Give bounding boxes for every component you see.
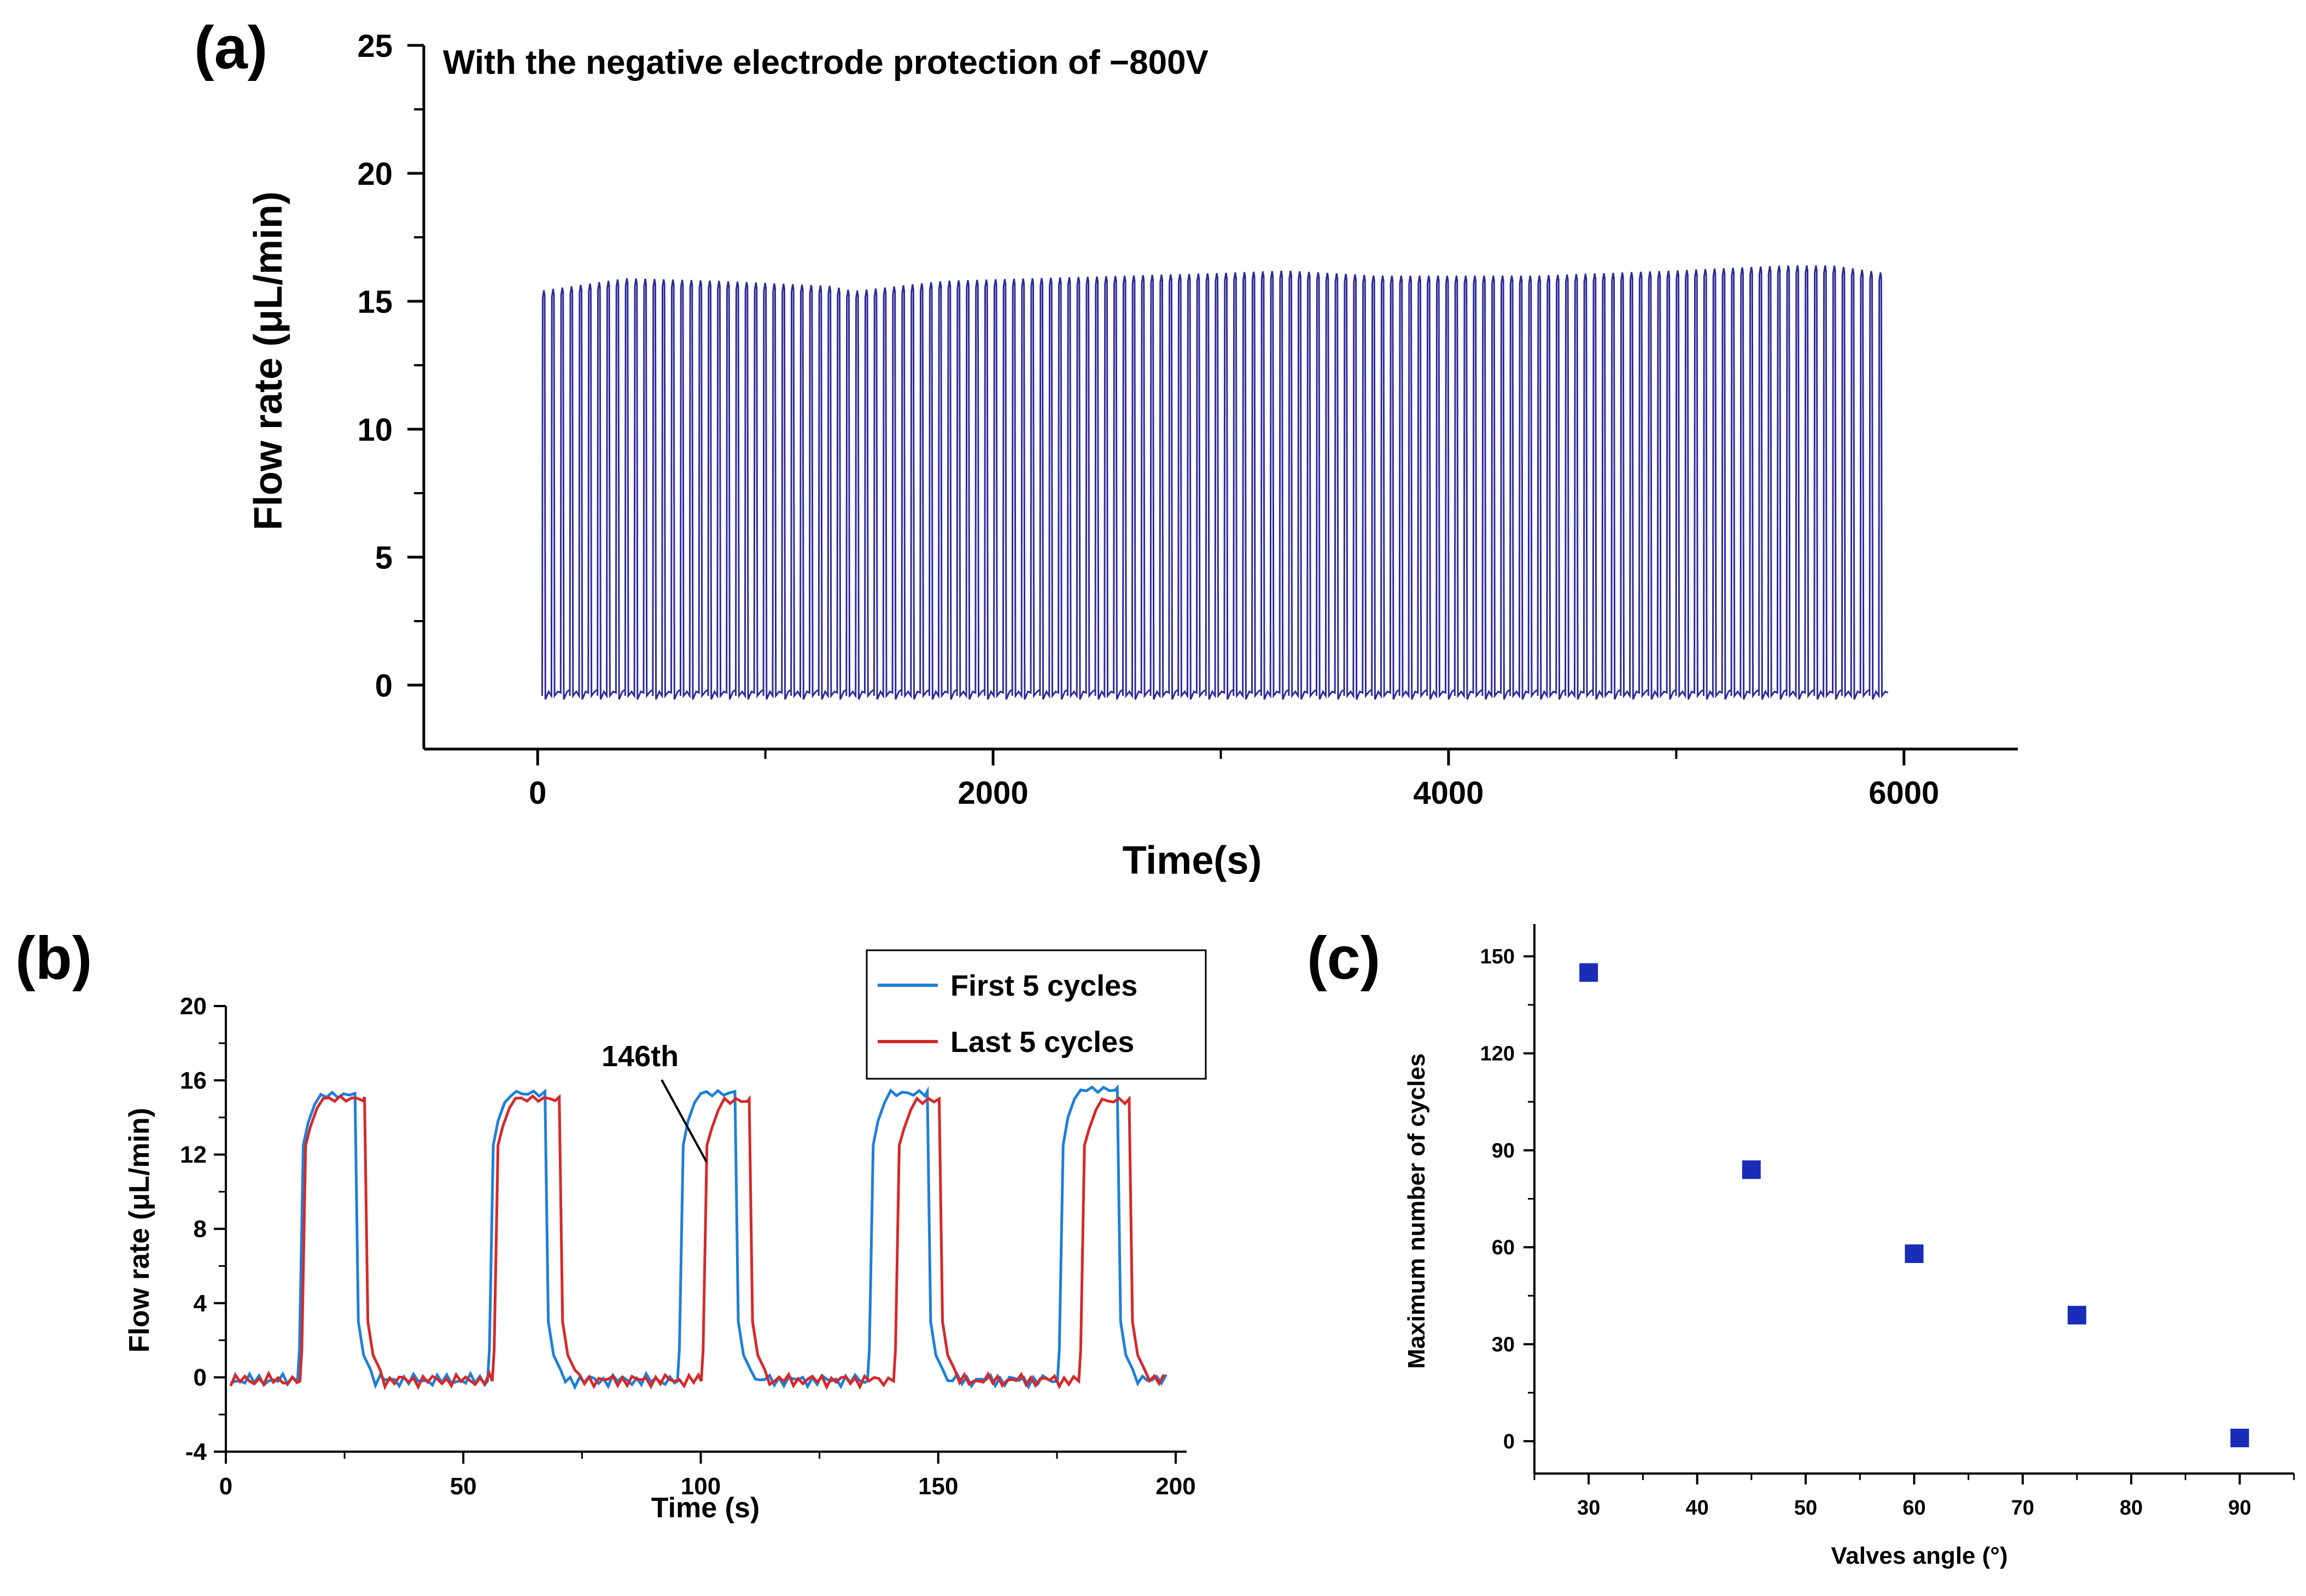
- chart-c-point: [2230, 1428, 2249, 1447]
- chart-c-y-tick-label: 120: [1480, 1042, 1515, 1065]
- chart-b-y-tick-label: 8: [194, 1216, 207, 1243]
- chart-c-x-tick-label: 60: [1902, 1496, 1925, 1519]
- chart-a-x-tick-label: 2000: [958, 775, 1029, 811]
- chart-c: 0 30 60 90 120 150 30 40 50 60 70 80 90 Valves angle…: [1403, 924, 2295, 1569]
- chart-b-y-tick-label: -4: [185, 1439, 207, 1465]
- chart-a-series-line: [541, 265, 1889, 700]
- chart-a-y-tick-label: 25: [357, 28, 393, 64]
- chart-a-y-tick-label: 15: [357, 284, 393, 320]
- chart-b-annotation-pointer: [661, 1079, 708, 1162]
- chart-b-x-tick-label: 50: [450, 1473, 477, 1500]
- chart-c-x-tick-label: 70: [2011, 1496, 2034, 1519]
- chart-a-ticks: 0 5 10 15 20 25 0 2000 4000 6000: [357, 28, 1939, 811]
- chart-a-x-tick-label: 0: [529, 775, 546, 811]
- chart-a-y-axis-label: Flow rate (μL/min): [247, 191, 290, 530]
- chart-b-y-tick-label: 4: [194, 1290, 207, 1317]
- chart-a-y-tick-label: 20: [357, 156, 393, 192]
- chart-b-annotation: 146th: [602, 1040, 679, 1073]
- chart-a-title: With the negative electrode protection o…: [443, 44, 1209, 81]
- chart-c-y-tick-label: 60: [1492, 1236, 1515, 1259]
- chart-c-y-tick-label: 30: [1492, 1334, 1515, 1357]
- chart-c-points: [1579, 963, 2249, 1447]
- chart-a-x-tick-label: 6000: [1869, 775, 1939, 811]
- chart-a-x-axis-label: Time(s): [1123, 839, 1262, 882]
- chart-c-x-tick-label: 80: [2120, 1496, 2142, 1519]
- chart-c-y-tick-label: 0: [1503, 1430, 1515, 1453]
- chart-c-x-tick-label: 90: [2228, 1496, 2251, 1519]
- chart-b-y-axis-label: Flow rate (μL/min): [124, 1108, 155, 1353]
- chart-c-x-tick-label: 40: [1686, 1496, 1709, 1519]
- chart-b-legend-label-last: Last 5 cycles: [950, 1026, 1134, 1059]
- panel-label-b: (b): [15, 925, 92, 992]
- chart-a-y-tick-label: 10: [357, 412, 393, 448]
- chart-c-ticks: 0 30 60 90 120 150 30 40 50 60 70 80 90: [1480, 945, 2295, 1519]
- chart-b-y-tick-label: 16: [180, 1067, 207, 1094]
- chart-b-y-tick-label: 0: [194, 1364, 207, 1391]
- chart-a-y-tick-label: 0: [375, 668, 393, 704]
- chart-b-x-tick-label: 200: [1155, 1473, 1195, 1500]
- chart-b-legend-label-first: First 5 cycles: [950, 969, 1137, 1002]
- chart-a-x-tick-label: 4000: [1413, 775, 1484, 811]
- chart-b-x-tick-label: 150: [918, 1473, 958, 1500]
- chart-c-x-tick-label: 50: [1794, 1496, 1817, 1519]
- chart-b-legend: First 5 cycles Last 5 cycles: [866, 949, 1207, 1080]
- chart-c-y-tick-label: 90: [1492, 1139, 1515, 1162]
- chart-a: With the negative electrode protection o…: [247, 28, 2018, 882]
- chart-c-point: [2068, 1306, 2087, 1325]
- chart-b-y-tick-label: 20: [180, 993, 207, 1020]
- chart-b-x-axis-label: Time (s): [651, 1492, 760, 1524]
- chart-c-x-axis-label: Valves angle (°): [1831, 1542, 2007, 1569]
- chart-c-y-tick-label: 150: [1480, 945, 1515, 968]
- panel-label-a: (a): [194, 14, 267, 81]
- chart-b-legend-frame: [866, 949, 1207, 1080]
- chart-b-y-tick-label: 12: [180, 1142, 207, 1168]
- chart-b-x-tick-label: 100: [681, 1473, 721, 1500]
- chart-c-x-tick-label: 30: [1577, 1496, 1600, 1519]
- chart-c-point: [1742, 1160, 1761, 1179]
- chart-c-y-axis-label: Maximum number of cycles: [1403, 1053, 1430, 1369]
- chart-c-point: [1905, 1244, 1924, 1263]
- chart-b-x-tick-label: 0: [219, 1473, 232, 1500]
- panel-label-c: (c): [1307, 925, 1380, 992]
- chart-a-y-tick-label: 5: [375, 540, 393, 576]
- chart-c-point: [1579, 963, 1598, 982]
- chart-b-series-last-5-cycles: [229, 1094, 1165, 1390]
